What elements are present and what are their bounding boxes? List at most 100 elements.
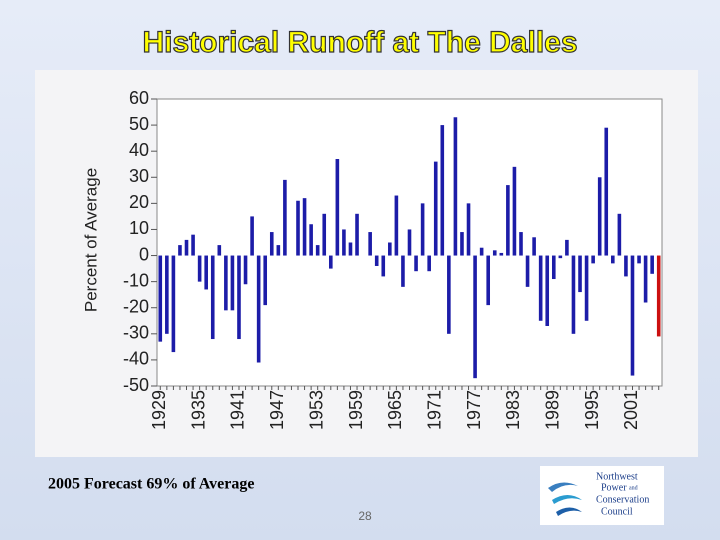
bar <box>243 255 248 285</box>
logo-text: Conservation <box>596 494 649 505</box>
bar <box>302 198 307 256</box>
bar <box>466 203 471 256</box>
bar <box>617 213 622 256</box>
bar <box>558 255 563 259</box>
bar <box>643 255 648 303</box>
bar <box>276 245 281 256</box>
bar <box>217 245 222 256</box>
bar <box>263 255 268 306</box>
bar <box>420 203 425 256</box>
logo-text: Power <box>601 482 627 493</box>
bar <box>453 117 458 256</box>
bar <box>433 161 438 256</box>
x-tick-label: 1989 <box>543 390 563 430</box>
y-tick-label: -10 <box>123 270 149 290</box>
bar <box>171 255 176 353</box>
bar <box>355 213 359 256</box>
bar <box>447 255 451 334</box>
bar <box>414 255 418 272</box>
x-tick-label: 1935 <box>188 390 208 430</box>
x-tick-label: 1929 <box>149 390 169 430</box>
logo-swirl <box>556 507 582 516</box>
y-tick-label: 10 <box>129 218 149 238</box>
bar <box>381 255 386 277</box>
footer-note: 2005 Forecast 69% of Average <box>48 476 254 493</box>
bar <box>611 255 615 264</box>
bar <box>604 127 609 256</box>
bar <box>283 179 287 256</box>
y-tick-label: 30 <box>129 166 149 186</box>
bar <box>204 255 208 290</box>
bar <box>368 232 372 256</box>
bar <box>269 232 274 256</box>
bar <box>479 247 484 256</box>
bar <box>374 255 379 266</box>
bar <box>440 125 445 256</box>
logo-text: and <box>629 485 638 491</box>
bar <box>473 255 477 379</box>
logo-swirl <box>548 482 578 492</box>
bar <box>237 255 241 340</box>
bar <box>309 224 313 256</box>
bar <box>492 250 497 256</box>
bar <box>165 255 169 334</box>
bar <box>401 255 405 287</box>
bar <box>407 229 412 256</box>
x-tick-label: 2001 <box>621 390 641 430</box>
bar <box>630 255 635 376</box>
page-number: 28 <box>358 509 372 523</box>
y-tick-label: -20 <box>123 296 149 316</box>
slide-title: Historical Runoff at The Dalles <box>142 26 577 59</box>
y-axis-label: Percent of Average <box>81 168 100 312</box>
bar <box>551 255 556 280</box>
bar <box>565 239 569 256</box>
bar <box>597 177 602 256</box>
y-tick-label: 40 <box>129 140 149 160</box>
bar <box>486 255 491 306</box>
x-tick-label: 1953 <box>306 390 326 430</box>
bar <box>525 255 530 287</box>
logo-text: Northwest <box>596 471 638 482</box>
x-tick-label: 1971 <box>424 390 444 430</box>
y-tick-label: -30 <box>123 323 149 343</box>
y-tick-label: 50 <box>129 114 149 134</box>
x-tick-label: 1977 <box>464 390 484 430</box>
bar <box>394 195 399 256</box>
bar <box>348 242 353 256</box>
bar <box>460 232 464 256</box>
bar <box>184 239 189 256</box>
bar <box>591 255 595 264</box>
bar <box>315 245 320 256</box>
bar <box>328 255 333 269</box>
bar <box>506 185 510 256</box>
bar <box>545 255 550 326</box>
logo-swirl <box>552 495 582 504</box>
y-tick-label: -50 <box>123 375 149 395</box>
bar <box>178 245 182 256</box>
bar <box>388 242 392 256</box>
bar <box>158 255 163 342</box>
bar <box>335 159 340 256</box>
bar <box>538 255 543 321</box>
logo-box <box>540 466 664 525</box>
bar <box>584 255 589 321</box>
bar <box>512 166 517 256</box>
bar <box>250 216 254 256</box>
x-tick-label: 1965 <box>385 390 405 430</box>
bar <box>578 255 582 293</box>
bar <box>210 255 215 340</box>
bar <box>197 255 202 282</box>
x-tick-label: 1947 <box>267 390 287 430</box>
bar <box>519 232 523 256</box>
bar <box>637 255 641 264</box>
bar <box>427 255 431 272</box>
bar <box>571 255 576 334</box>
bar <box>499 252 504 256</box>
y-tick-label: -40 <box>123 349 149 369</box>
bar <box>656 255 661 337</box>
y-tick-label: 60 <box>129 88 149 108</box>
x-tick-label: 1995 <box>582 390 602 430</box>
x-tick-label: 1983 <box>503 390 523 430</box>
